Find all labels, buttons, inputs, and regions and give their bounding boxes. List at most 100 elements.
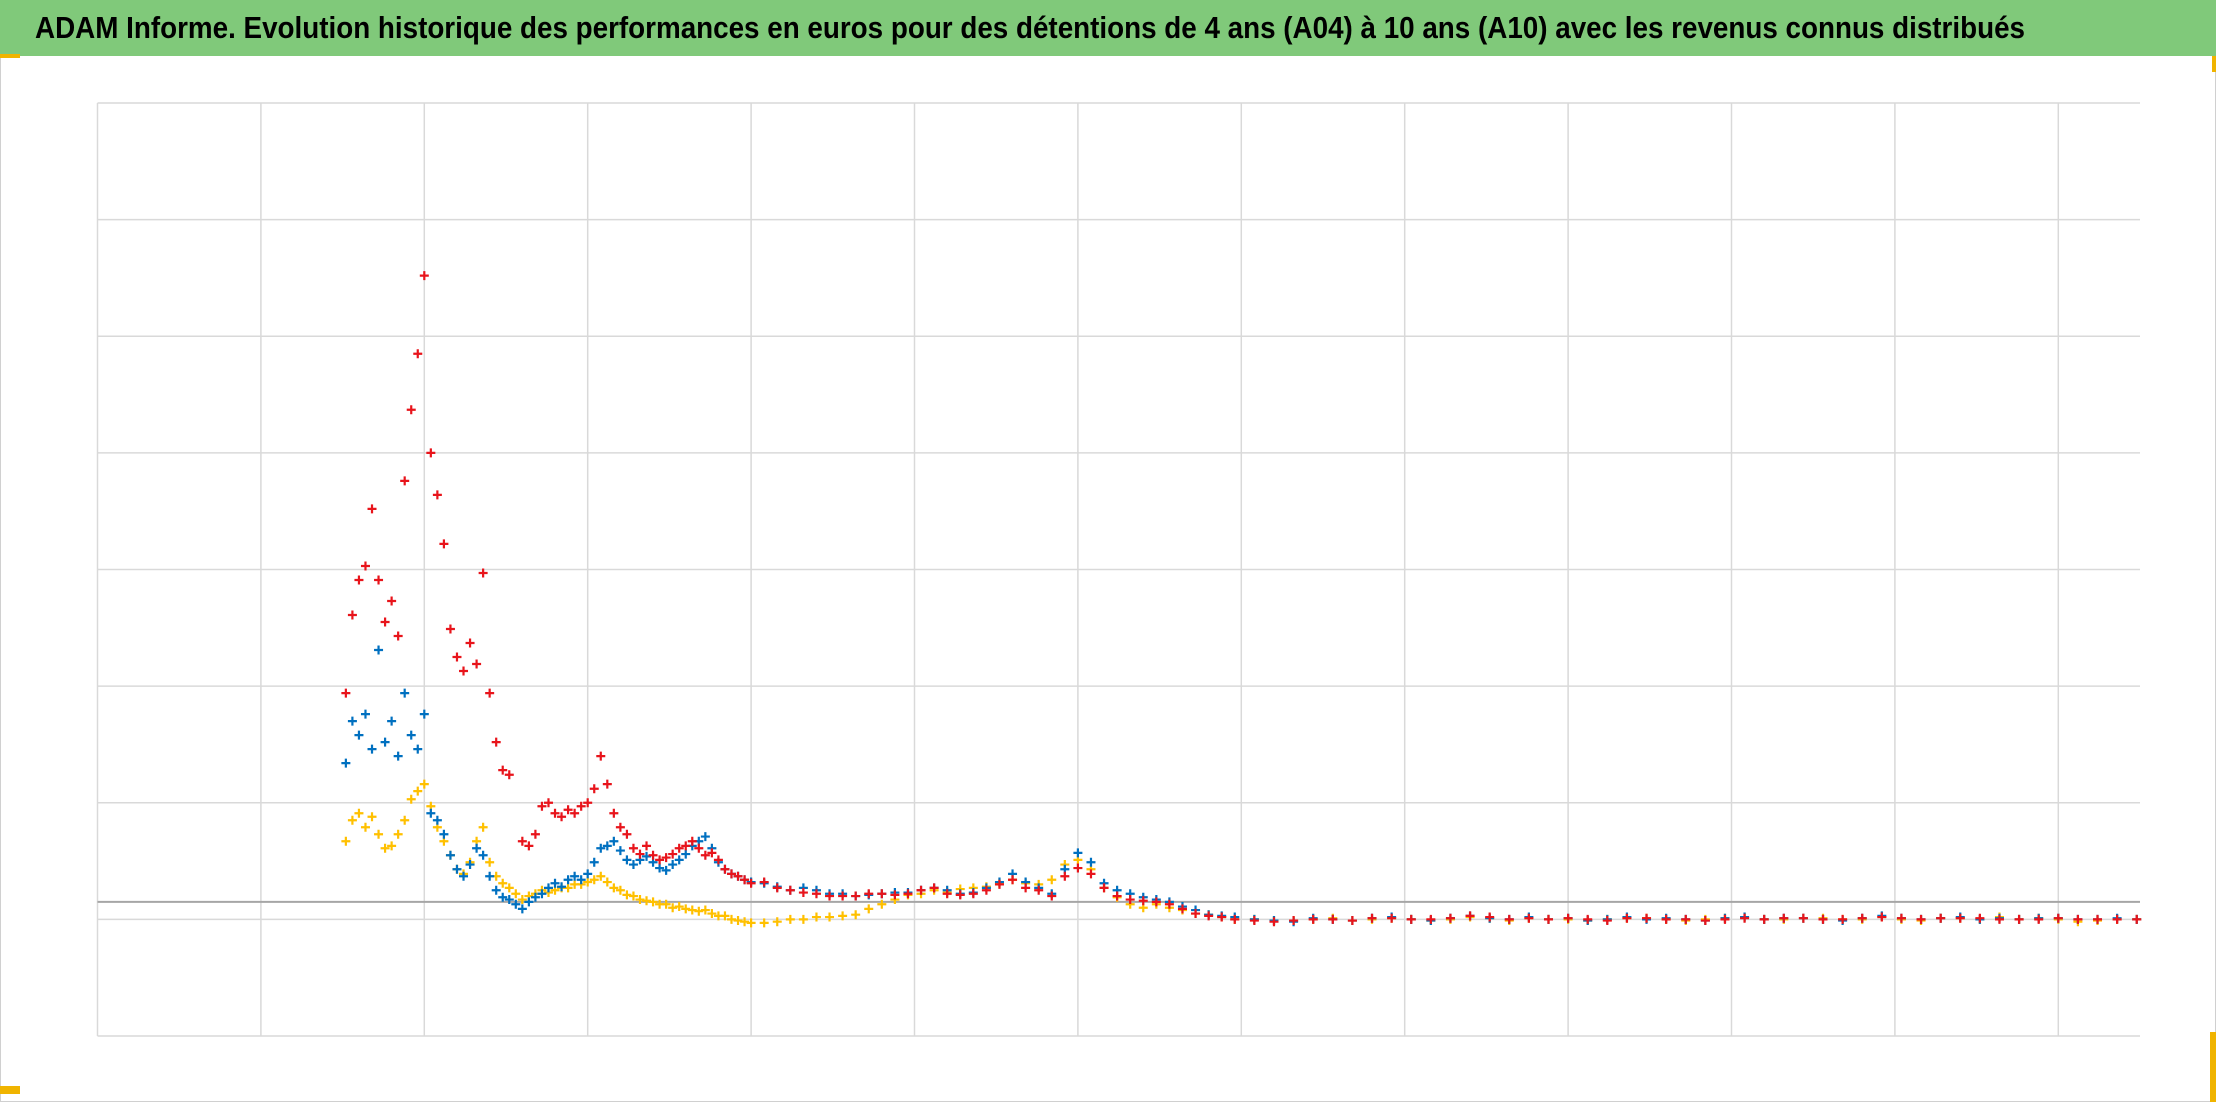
marker <box>635 895 645 905</box>
marker <box>674 855 684 865</box>
marker <box>498 892 508 902</box>
marker <box>1328 914 1338 924</box>
marker <box>1008 875 1018 885</box>
marker <box>374 829 384 839</box>
marker <box>628 843 638 853</box>
marker <box>341 688 351 698</box>
marker <box>576 875 586 885</box>
marker <box>1060 871 1070 881</box>
marker <box>485 871 495 881</box>
marker <box>1406 914 1416 924</box>
marker <box>419 779 429 789</box>
marker <box>2112 914 2122 924</box>
marker <box>2034 914 2044 924</box>
marker <box>445 850 455 860</box>
marker <box>700 850 710 860</box>
marker <box>589 784 599 794</box>
marker <box>655 863 665 873</box>
marker <box>864 889 874 899</box>
marker <box>707 848 717 858</box>
marker <box>596 751 606 761</box>
marker <box>2073 914 2083 924</box>
marker <box>524 897 534 907</box>
marker <box>570 871 580 881</box>
marker <box>563 875 573 885</box>
marker <box>543 798 553 808</box>
marker <box>825 891 835 901</box>
marker <box>681 841 691 851</box>
marker <box>733 871 743 881</box>
marker <box>393 631 403 641</box>
marker <box>1661 914 1671 924</box>
marker <box>452 652 462 662</box>
marker <box>720 911 730 921</box>
marker <box>740 917 750 927</box>
marker <box>504 895 514 905</box>
marker <box>406 405 416 415</box>
marker <box>1099 883 1109 893</box>
grid <box>96 102 2140 1037</box>
marker <box>1086 869 1096 879</box>
series <box>341 271 2142 927</box>
marker <box>1204 911 1214 921</box>
marker <box>851 910 861 920</box>
marker <box>622 829 632 839</box>
marker <box>465 638 475 648</box>
marker <box>798 888 808 898</box>
marker <box>374 575 384 585</box>
marker <box>563 883 573 893</box>
marker <box>1798 913 1808 923</box>
marker <box>570 808 580 818</box>
marker <box>877 899 887 909</box>
marker <box>726 914 736 924</box>
marker <box>994 879 1004 889</box>
marker <box>1857 913 1867 923</box>
marker <box>1955 913 1965 923</box>
marker <box>1994 914 2004 924</box>
marker <box>628 860 638 870</box>
marker <box>1047 891 1057 901</box>
marker <box>583 798 593 808</box>
marker <box>2132 914 2142 924</box>
marker <box>360 561 370 571</box>
marker <box>981 885 991 895</box>
marker <box>387 716 397 726</box>
marker <box>1151 897 1161 907</box>
marker <box>498 878 508 888</box>
marker <box>1073 848 1083 858</box>
marker <box>602 841 612 851</box>
marker <box>478 850 488 860</box>
marker <box>648 897 658 907</box>
marker <box>1164 899 1174 909</box>
marker <box>367 744 377 754</box>
marker <box>1426 914 1436 924</box>
marker <box>1249 916 1259 926</box>
marker <box>1720 914 1730 924</box>
marker <box>785 914 795 924</box>
marker <box>687 836 697 846</box>
marker <box>596 843 606 853</box>
marker <box>1602 916 1612 926</box>
marker <box>413 786 423 796</box>
marker <box>864 904 874 914</box>
marker <box>478 822 488 832</box>
marker <box>491 885 501 895</box>
marker <box>877 889 887 899</box>
marker <box>485 688 495 698</box>
marker <box>432 490 442 500</box>
marker <box>661 853 671 863</box>
marker <box>838 891 848 901</box>
marker <box>811 912 821 922</box>
marker <box>491 737 501 747</box>
marker <box>838 911 848 921</box>
marker <box>413 744 423 754</box>
marker <box>387 841 397 851</box>
marker <box>609 883 619 893</box>
marker <box>609 808 619 818</box>
marker <box>426 448 436 458</box>
marker <box>642 841 652 851</box>
marker <box>354 575 364 585</box>
marker <box>746 918 756 928</box>
marker <box>740 875 750 885</box>
